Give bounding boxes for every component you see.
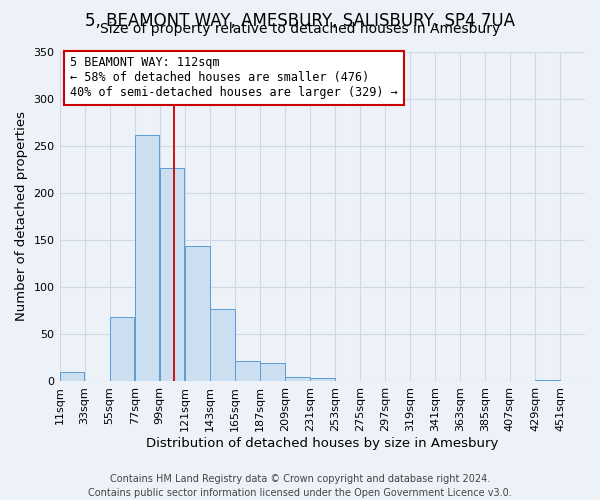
Bar <box>235 360 260 382</box>
Bar <box>160 168 184 382</box>
Bar <box>185 246 209 382</box>
Text: 5 BEAMONT WAY: 112sqm
← 58% of detached houses are smaller (476)
40% of semi-det: 5 BEAMONT WAY: 112sqm ← 58% of detached … <box>70 56 398 100</box>
Bar <box>535 380 560 382</box>
Text: Size of property relative to detached houses in Amesbury: Size of property relative to detached ho… <box>100 22 500 36</box>
Y-axis label: Number of detached properties: Number of detached properties <box>15 112 28 322</box>
Bar <box>260 362 284 382</box>
Bar <box>60 372 85 382</box>
Bar <box>285 376 310 382</box>
Bar <box>110 318 134 382</box>
Text: Contains HM Land Registry data © Crown copyright and database right 2024.
Contai: Contains HM Land Registry data © Crown c… <box>88 474 512 498</box>
X-axis label: Distribution of detached houses by size in Amesbury: Distribution of detached houses by size … <box>146 437 499 450</box>
Bar <box>310 378 335 382</box>
Bar <box>135 136 160 382</box>
Text: 5, BEAMONT WAY, AMESBURY, SALISBURY, SP4 7UA: 5, BEAMONT WAY, AMESBURY, SALISBURY, SP4… <box>85 12 515 30</box>
Bar <box>210 309 235 382</box>
